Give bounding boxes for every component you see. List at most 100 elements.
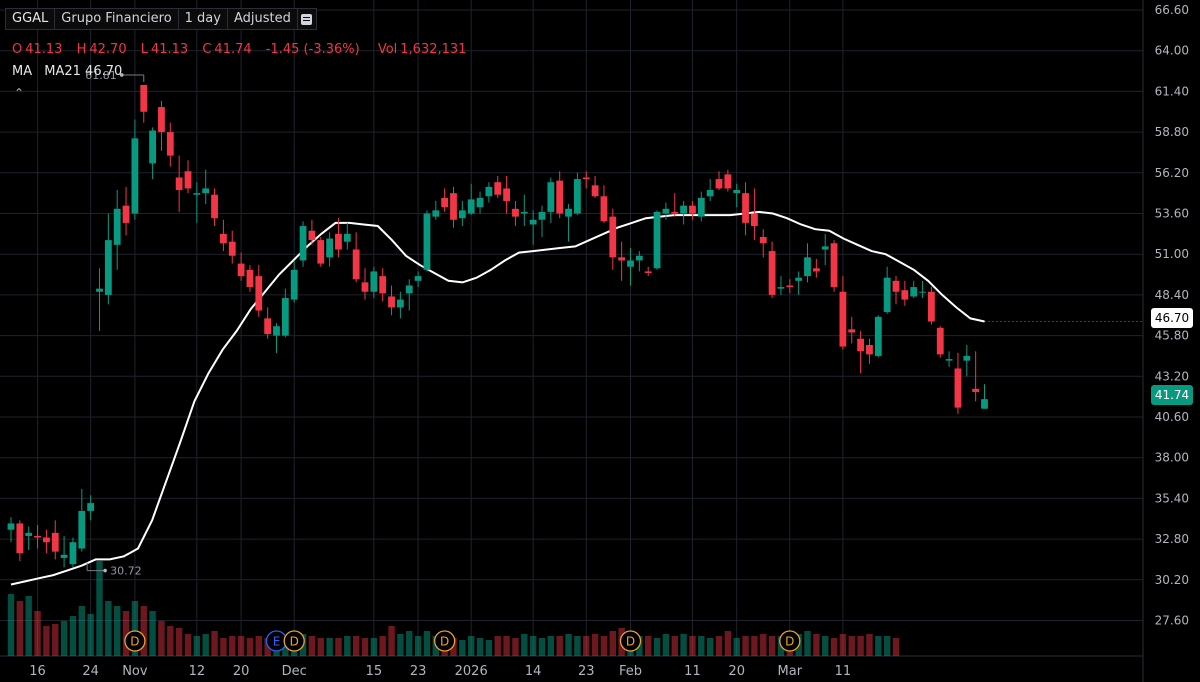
candle-body bbox=[547, 182, 555, 212]
candle-body bbox=[751, 213, 758, 227]
candle-body bbox=[361, 282, 369, 292]
y-tick-label: 40.60 bbox=[1155, 410, 1189, 424]
candle bbox=[476, 191, 484, 214]
volume-bar bbox=[237, 636, 245, 656]
candle bbox=[211, 188, 218, 227]
candle bbox=[751, 188, 758, 241]
x-tick-label: 24 bbox=[82, 664, 99, 679]
symbol-bar[interactable]: GGAL Grupo Financiero 1 day Adjusted bbox=[5, 8, 317, 30]
candle-body bbox=[458, 210, 466, 219]
volume-value: 1,632,131 bbox=[400, 42, 467, 57]
volume-bar bbox=[476, 638, 484, 656]
candle bbox=[78, 489, 86, 552]
dividend-badge[interactable]: D bbox=[124, 630, 146, 652]
x-tick-label: 11 bbox=[684, 664, 701, 679]
ma-indicator-label[interactable]: MA bbox=[12, 64, 33, 79]
candle bbox=[928, 287, 935, 325]
candle-body bbox=[441, 197, 449, 208]
candle-body bbox=[883, 277, 891, 313]
candle bbox=[467, 183, 475, 216]
dividend-badge[interactable]: D bbox=[283, 630, 305, 652]
dividend-badge[interactable]: D bbox=[619, 630, 642, 652]
volume-bar bbox=[583, 636, 590, 656]
volume-bar bbox=[69, 616, 77, 656]
candle bbox=[503, 175, 510, 214]
candle-body bbox=[281, 298, 289, 336]
ma21-line bbox=[10, 210, 985, 586]
candle-body bbox=[184, 171, 192, 189]
candle bbox=[379, 268, 387, 302]
candle-body bbox=[246, 269, 254, 288]
ma-legend[interactable]: MA MA21 46.70 bbox=[12, 64, 122, 79]
candle bbox=[804, 243, 811, 283]
candle-body bbox=[273, 326, 280, 336]
candle bbox=[627, 247, 634, 286]
candle-body bbox=[211, 194, 218, 219]
candle-body bbox=[78, 510, 86, 549]
low-label: L bbox=[140, 42, 148, 57]
volume-bar bbox=[335, 638, 342, 656]
dividend-badge[interactable]: D bbox=[779, 630, 801, 652]
volume-bar bbox=[96, 561, 103, 656]
event-circle bbox=[779, 630, 801, 652]
volume-bar bbox=[114, 606, 121, 656]
candle-body bbox=[414, 276, 422, 281]
volume-bar bbox=[751, 636, 758, 656]
y-tick-label: 48.40 bbox=[1155, 288, 1189, 302]
company-name[interactable]: Grupo Financiero bbox=[55, 8, 179, 30]
volume-bar bbox=[450, 638, 457, 656]
candle-body bbox=[299, 226, 307, 261]
candle-body bbox=[928, 291, 935, 322]
candle bbox=[228, 230, 236, 264]
event-circle bbox=[283, 630, 305, 652]
candle bbox=[423, 210, 431, 272]
candle-body bbox=[644, 271, 652, 273]
candle-body bbox=[175, 177, 183, 191]
volume-bar bbox=[848, 636, 855, 656]
candle-body bbox=[804, 257, 811, 277]
calendar-icon[interactable] bbox=[297, 8, 317, 30]
candle-body bbox=[397, 299, 404, 308]
candle bbox=[34, 525, 41, 549]
price-axis: 66.60 64.00 61.40 58.80 56.20 53.60 51.00 48.40… bbox=[1155, 3, 1189, 628]
y-tick-label: 32.80 bbox=[1155, 532, 1189, 546]
collapse-legend-icon[interactable]: ⌃ bbox=[14, 86, 25, 100]
volume-bar bbox=[565, 634, 572, 656]
event-letter: D bbox=[290, 635, 299, 649]
y-tick-label: 61.40 bbox=[1155, 84, 1189, 98]
candle bbox=[96, 268, 103, 331]
candle-body bbox=[113, 208, 121, 245]
candle-body bbox=[379, 276, 387, 294]
y-tick-label: 58.80 bbox=[1155, 125, 1189, 139]
x-tick-label: 12 bbox=[189, 664, 206, 679]
candle-body bbox=[635, 255, 643, 261]
interval-selector[interactable]: 1 day bbox=[178, 8, 228, 30]
candle bbox=[370, 266, 378, 299]
candle bbox=[494, 175, 502, 198]
ticker-symbol[interactable]: GGAL bbox=[5, 8, 56, 30]
volume-bar bbox=[662, 634, 670, 656]
volume-bar bbox=[34, 611, 41, 656]
dividend-badge[interactable]: D bbox=[433, 630, 456, 652]
candlesticks bbox=[7, 84, 988, 568]
candle bbox=[299, 221, 307, 267]
candle bbox=[343, 222, 351, 250]
adjustment-toggle[interactable]: Adjusted bbox=[227, 8, 298, 30]
y-tick-label: 43.20 bbox=[1155, 369, 1189, 383]
candle bbox=[202, 169, 210, 205]
candle-body bbox=[830, 243, 838, 288]
candle-body bbox=[25, 532, 33, 536]
ma-value: 46.70 bbox=[85, 64, 123, 79]
x-tick-label: 11 bbox=[835, 664, 852, 679]
volume-bar bbox=[193, 636, 201, 656]
volume-bar bbox=[25, 596, 32, 656]
event-letter: D bbox=[130, 635, 139, 649]
volume-bar bbox=[105, 601, 112, 656]
candle-body bbox=[768, 251, 776, 295]
y-tick-label: 45.80 bbox=[1155, 329, 1189, 343]
volume-bar bbox=[609, 631, 616, 656]
earnings-badge[interactable]: E bbox=[265, 630, 288, 652]
candle bbox=[733, 183, 741, 208]
candle-body bbox=[963, 355, 971, 361]
